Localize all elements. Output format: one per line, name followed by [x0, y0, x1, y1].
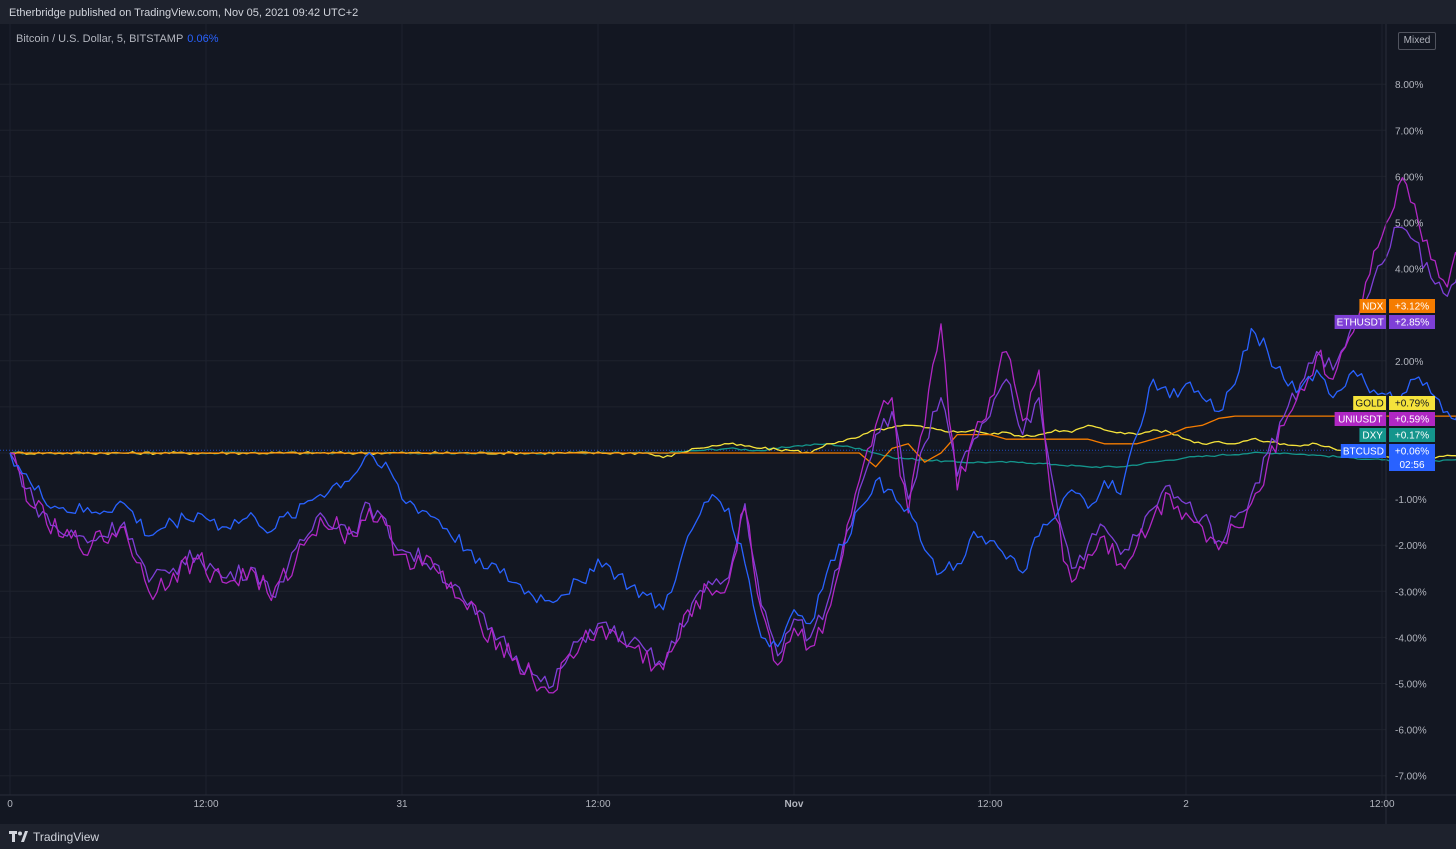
badge-name-label: NDX: [1362, 302, 1383, 313]
badge-value-label: +2.85%: [1395, 318, 1429, 329]
badge-value-label: +3.12%: [1395, 302, 1429, 313]
series-layer: [0, 177, 1456, 694]
x-tick-label: 0: [7, 799, 13, 810]
badge-ethusdt: ETHUSDT +2.85%: [1334, 315, 1435, 329]
badge-uniusdt: UNIUSDT +0.59%: [1334, 412, 1435, 426]
series-line-gold: [9, 424, 1456, 459]
badge-dxy: DXY +0.17%: [1359, 428, 1435, 442]
series-line-ndx: [10, 415, 1456, 468]
badge-name-label: UNIUSDT: [1338, 415, 1382, 426]
series-line-dxy: [9, 443, 1456, 469]
y-tick-label: -6.00%: [1395, 726, 1427, 737]
badge-value-bg: [1389, 412, 1435, 426]
badge-btcusd: BTCUSD +0.06% 02:56: [1340, 444, 1435, 471]
chart-svg[interactable]: 8.00% 7.00% 6.00% 5.00% 4.00% 2.00% -1.00% -2.0…: [0, 24, 1456, 824]
axis-layer: 8.00% 7.00% 6.00% 5.00% 4.00% 2.00% -1.00% -2.0…: [0, 24, 1456, 824]
x-tick-label: 12:00: [193, 799, 218, 810]
y-tick-label: -1.00%: [1395, 495, 1427, 506]
badge-name-label: GOLD: [1355, 399, 1383, 410]
badge-value-label: +0.17%: [1395, 431, 1429, 442]
badge-name-bg: [1359, 428, 1386, 442]
badge-value-label: +0.59%: [1395, 415, 1429, 426]
symbol-title: Bitcoin / U.S. Dollar, 5, BITSTAMP: [16, 33, 184, 45]
badge-name-bg: [1334, 412, 1386, 426]
tradingview-logo-icon: [9, 831, 28, 842]
y-tick-label: -2.00%: [1395, 541, 1427, 552]
symbol-change: 0.06%: [187, 33, 219, 45]
badge-name-label: DXY: [1362, 431, 1383, 442]
badge-value-bg: [1389, 396, 1435, 410]
x-tick-label: 31: [396, 799, 408, 810]
scale-mode-button[interactable]: Mixed: [1398, 32, 1436, 50]
x-tick-label: 12:00: [1369, 799, 1394, 810]
symbol-legend[interactable]: Bitcoin / U.S. Dollar, 5, BITSTAMP 0.06%: [16, 33, 219, 45]
publish-header: Etherbridge published on TradingView.com…: [0, 0, 1456, 24]
price-badges: NDX +3.12% ETHUSDT +2.85% GOLD +0.79% UNIUSDT +…: [1334, 299, 1435, 471]
badge-name-bg: [1334, 315, 1386, 329]
x-tick-label: 2: [1183, 799, 1189, 810]
badge-value-bg: [1389, 428, 1435, 442]
y-tick-label: 7.00%: [1395, 126, 1423, 137]
y-tick-label: 5.00%: [1395, 219, 1423, 230]
badge-ndx: NDX +3.12%: [1359, 299, 1435, 313]
badge-name-bg: [1340, 444, 1386, 458]
series-line-btcusd: [9, 327, 1456, 648]
y-tick-label: 2.00%: [1395, 357, 1423, 368]
y-tick-label: -7.00%: [1395, 772, 1427, 783]
x-tick-label: 12:00: [585, 799, 610, 810]
x-tick-label: Nov: [785, 799, 804, 810]
badge-gold: GOLD +0.79%: [1353, 396, 1435, 410]
badge-countdown-bg: [1389, 458, 1435, 471]
y-tick-label: 4.00%: [1395, 265, 1423, 276]
badge-value-bg: [1389, 444, 1435, 458]
badge-name-bg: [1353, 396, 1386, 410]
badge-name-bg: [1359, 299, 1386, 313]
grid-lines: [0, 24, 1386, 795]
y-tick-label: 8.00%: [1395, 80, 1423, 91]
x-tick-label: 12:00: [977, 799, 1002, 810]
publish-info-text: Etherbridge published on TradingView.com…: [9, 7, 359, 19]
y-tick-label: 6.00%: [1395, 172, 1423, 183]
badge-value-bg: [1389, 299, 1435, 313]
y-tick-label: -3.00%: [1395, 587, 1427, 598]
badge-value-label: +0.79%: [1395, 399, 1429, 410]
badge-name-label: BTCUSD: [1343, 447, 1384, 458]
tradingview-brand-text: TradingView: [33, 830, 100, 844]
y-tick-label: -5.00%: [1395, 680, 1427, 691]
tradingview-logo[interactable]: TradingView: [9, 830, 99, 844]
series-line-ethusdt: [9, 226, 1456, 689]
badge-countdown-label: 02:56: [1399, 460, 1424, 471]
badge-value-bg: [1389, 315, 1435, 329]
chart-area[interactable]: 8.00% 7.00% 6.00% 5.00% 4.00% 2.00% -1.00% -2.0…: [0, 24, 1456, 824]
footer-bar: TradingView: [0, 824, 1456, 849]
badge-value-label: +0.06%: [1395, 447, 1429, 458]
badge-name-label: ETHUSDT: [1337, 318, 1384, 329]
y-tick-label: -4.00%: [1395, 633, 1427, 644]
